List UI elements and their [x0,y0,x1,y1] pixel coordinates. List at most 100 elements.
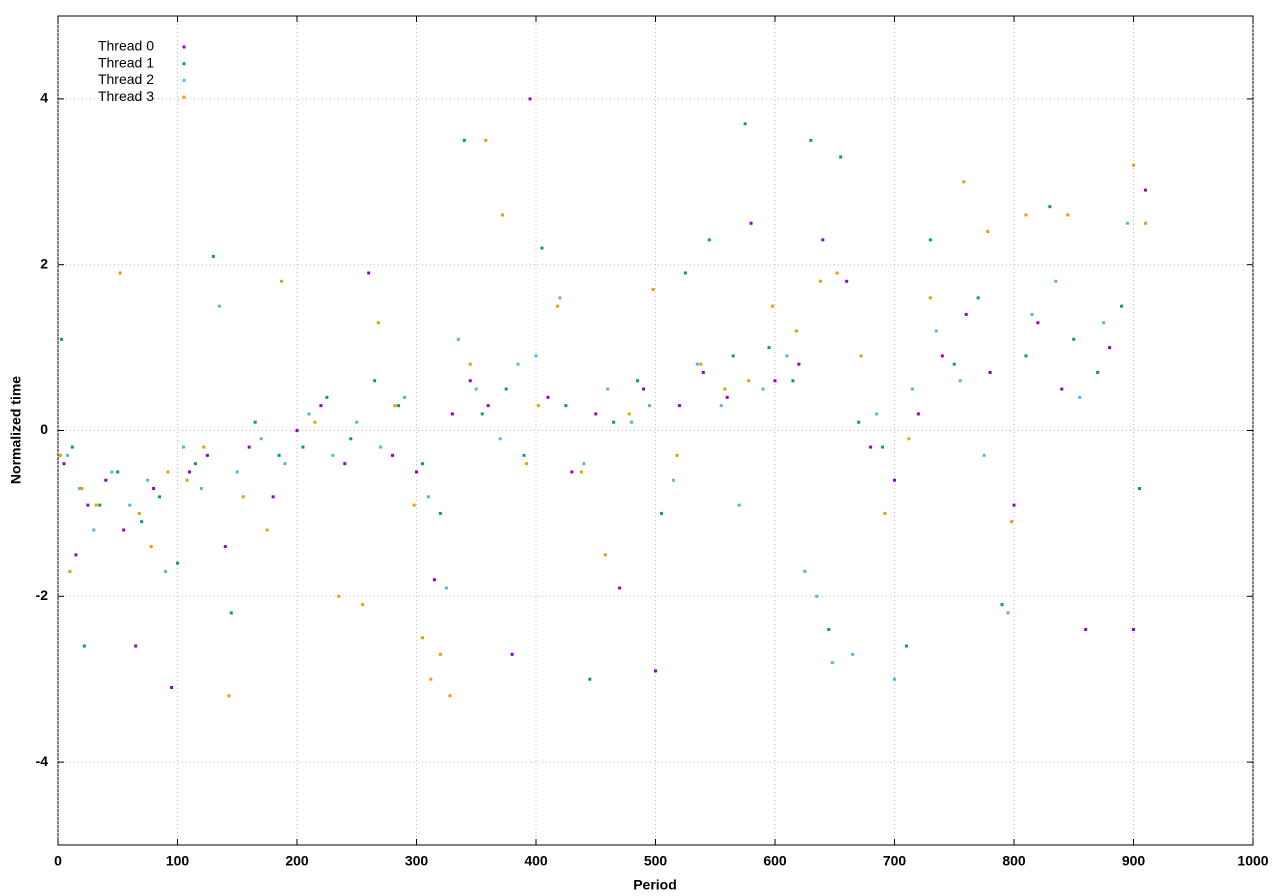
point [749,221,753,225]
point [1010,520,1014,524]
point [612,420,616,424]
point [98,503,102,507]
legend-marker [182,78,186,82]
point [731,354,735,358]
point [420,636,424,640]
point [1126,221,1130,225]
point [767,346,771,350]
y-tick-label: 0 [40,421,48,437]
point [1078,395,1082,399]
point [603,553,607,557]
point [962,180,966,184]
point [546,395,550,399]
point [1000,603,1004,607]
point [916,412,920,416]
point [648,404,652,408]
x-tick-label: 400 [524,853,548,869]
point [1102,321,1106,325]
point [122,528,126,532]
point [86,503,90,507]
point [70,445,74,449]
point [771,304,775,308]
point [803,569,807,573]
x-axis-label: Period [633,877,677,893]
point [910,387,914,391]
point [456,337,460,341]
point [988,370,992,374]
point [355,420,359,424]
point [627,412,631,416]
point [118,271,122,275]
point [875,412,879,416]
point [343,462,347,466]
point [707,238,711,242]
legend-marker [182,62,186,66]
point [181,445,185,449]
point [818,279,822,283]
x-tick-label: 500 [644,853,668,869]
point [279,279,283,283]
point [1120,304,1124,308]
x-tick-label: 1000 [1237,853,1268,869]
point [259,437,263,441]
point [976,296,980,300]
point [438,652,442,656]
point [468,362,472,366]
point [104,478,108,482]
point [420,462,424,466]
point [564,404,568,408]
point [540,246,544,250]
point [199,487,203,491]
point [773,379,777,383]
point [92,528,96,532]
point [307,412,311,416]
point [301,445,305,449]
point [524,462,528,466]
point [415,470,418,474]
point [501,213,505,217]
point [725,395,729,399]
point [80,487,84,491]
point [1006,611,1010,615]
point [152,487,156,491]
point [747,379,751,383]
point [1030,312,1034,316]
point [683,271,687,275]
point [480,412,484,416]
point [677,404,681,408]
point [432,578,436,582]
point [349,437,353,441]
point [498,437,502,441]
point [68,569,72,573]
point [217,304,221,308]
point [893,677,896,681]
point [830,661,834,665]
point [761,387,765,391]
point [815,594,819,598]
point [630,420,634,424]
point [146,478,150,482]
point [116,470,120,474]
point [859,354,863,358]
point [699,362,703,366]
point [1132,627,1135,631]
point [337,594,341,598]
point [373,379,377,383]
point [468,379,472,383]
point [393,404,397,408]
point [940,354,944,358]
x-tick-label: 200 [285,853,309,869]
point [484,138,488,142]
x-tick-label: 100 [166,853,190,869]
point [412,503,416,507]
point [1072,337,1076,341]
point [904,644,908,648]
point [403,395,407,399]
point [582,462,586,466]
point [588,677,592,681]
point [881,445,885,449]
x-tick-label: 900 [1122,853,1146,869]
point [1024,213,1028,217]
point [1012,503,1016,507]
